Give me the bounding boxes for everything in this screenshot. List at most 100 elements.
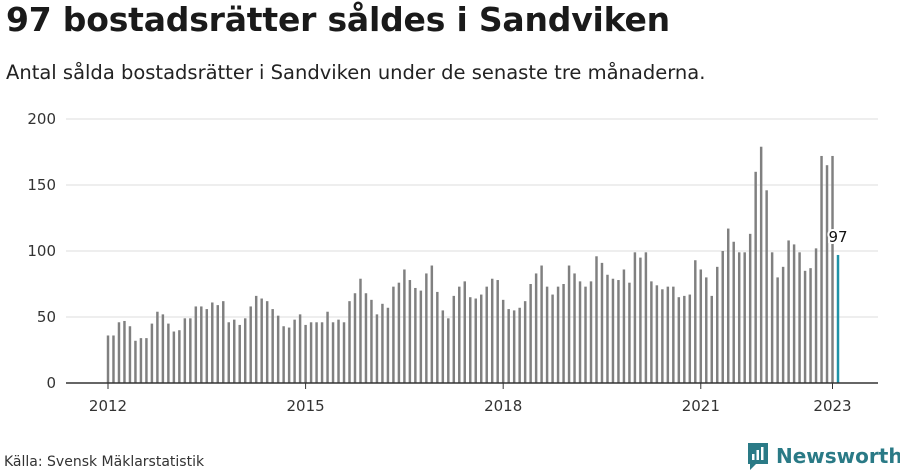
- bar: [183, 318, 187, 383]
- bar: [644, 252, 648, 383]
- bar: [106, 335, 110, 383]
- bar: [392, 286, 395, 383]
- bar: [315, 322, 318, 383]
- bar: [628, 282, 631, 383]
- bar: [386, 307, 390, 383]
- bar: [348, 301, 351, 383]
- bar: [562, 284, 565, 383]
- bar: [485, 286, 488, 383]
- bar: [403, 269, 406, 383]
- bar: [123, 320, 126, 383]
- bar: [320, 322, 324, 383]
- bar: [414, 287, 417, 383]
- chart-title: 97 bostadsrätter såldes i Sandviken: [6, 0, 670, 39]
- bar: [748, 233, 752, 383]
- bar: [792, 244, 796, 383]
- bar: [381, 303, 384, 383]
- bar: [578, 281, 582, 383]
- bar: [194, 306, 198, 383]
- bar: [726, 228, 730, 383]
- bar: [661, 289, 664, 383]
- bar: [271, 309, 274, 383]
- bar: [545, 286, 549, 383]
- bar: [705, 277, 708, 383]
- bar: [743, 252, 746, 383]
- bar: [523, 301, 527, 383]
- bar: [666, 286, 670, 383]
- bar: [430, 265, 434, 383]
- bar: [167, 323, 170, 383]
- bar: [650, 281, 653, 383]
- bar: [139, 338, 143, 383]
- bar: [683, 295, 686, 383]
- bar: [243, 318, 247, 383]
- bar: [370, 299, 373, 383]
- bar: [463, 281, 466, 383]
- bar: [534, 273, 538, 383]
- y-tick-label: 0: [46, 374, 56, 392]
- bar: [452, 295, 456, 383]
- y-tick-label: 200: [27, 110, 56, 128]
- bar: [809, 268, 812, 383]
- bar: [480, 294, 483, 383]
- bar: [765, 190, 768, 383]
- bar: [178, 330, 181, 383]
- bar: [364, 293, 368, 383]
- bar: [776, 277, 779, 383]
- bar: [134, 340, 137, 383]
- bar: [556, 286, 560, 383]
- bar: [238, 324, 241, 383]
- bar: [529, 284, 532, 383]
- bar: [436, 291, 439, 383]
- bar: [117, 322, 121, 383]
- bar: [496, 280, 499, 383]
- source-note: Källa: Svensk Mäklarstatistik: [4, 454, 205, 470]
- bar: [781, 266, 785, 383]
- bar: [309, 322, 313, 383]
- bar: [293, 319, 296, 383]
- bar: [584, 286, 587, 383]
- bar: [716, 266, 719, 383]
- bar: [441, 310, 445, 383]
- bar: [298, 314, 302, 383]
- bar: [606, 274, 609, 383]
- bar: [276, 315, 280, 383]
- bar: [200, 306, 203, 383]
- bar: [699, 269, 703, 383]
- y-tick-label: 150: [27, 176, 56, 194]
- bar: [474, 298, 477, 383]
- bar: [600, 262, 604, 383]
- bar: [216, 305, 220, 383]
- bar: [337, 319, 340, 383]
- bar: [189, 318, 192, 383]
- bar: [677, 297, 681, 383]
- bar: [156, 311, 159, 383]
- bar: [397, 282, 401, 383]
- bar: [770, 252, 774, 383]
- bar: [732, 241, 735, 383]
- bar: [205, 309, 209, 383]
- bar: [694, 260, 697, 383]
- x-tick-label: 2021: [682, 397, 720, 415]
- bar: [145, 338, 148, 383]
- bar: [589, 281, 593, 383]
- bar: [540, 265, 543, 383]
- bar: [825, 165, 829, 383]
- newsworthy-logo[interactable]: Newsworthy: [746, 441, 900, 471]
- bar: [831, 155, 834, 383]
- bar: [287, 327, 291, 383]
- x-tick-label: 2012: [89, 397, 127, 415]
- bar: [254, 295, 258, 383]
- bar: [227, 322, 230, 383]
- bar: [672, 286, 675, 383]
- bar: [820, 155, 823, 383]
- bar: [222, 301, 225, 383]
- bar: [721, 251, 724, 383]
- bar: [573, 273, 576, 383]
- bar: [408, 280, 412, 383]
- bar: [633, 252, 637, 383]
- bar: [507, 309, 510, 383]
- bar: [688, 294, 692, 383]
- bar: [501, 299, 505, 383]
